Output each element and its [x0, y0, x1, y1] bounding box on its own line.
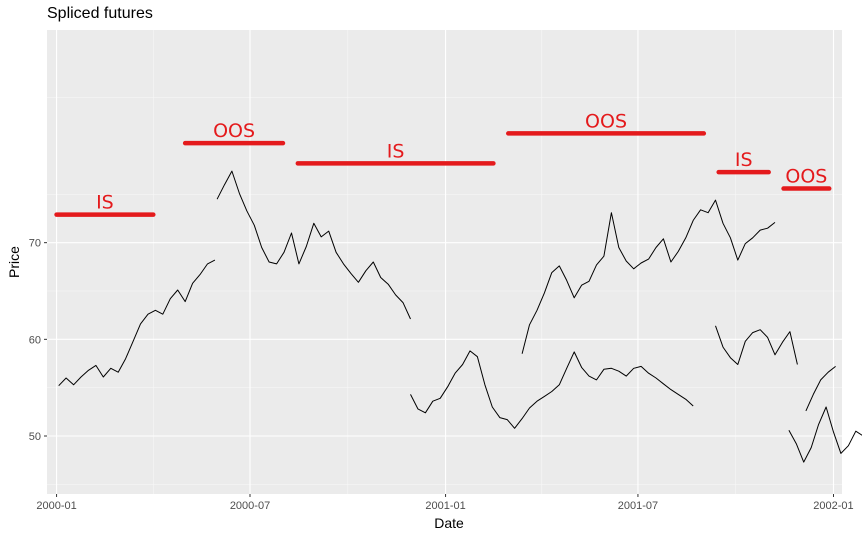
series-line-segment: [788, 406, 862, 463]
x-tick-label: 2002-01: [813, 500, 853, 512]
series-line-segment: [521, 199, 776, 354]
chart-title: Spliced futures: [47, 5, 153, 22]
y-tick-label: 50: [29, 431, 41, 443]
is-oos-annotations: IS OOS IS OOS IS OOS: [54, 110, 832, 217]
minor-gridlines: [47, 30, 842, 494]
annotation-label: IS: [387, 140, 405, 162]
x-axis-title: Date: [434, 515, 464, 531]
series-line-segment: [216, 170, 411, 320]
series-line-segment: [58, 259, 216, 387]
annotation-label: OOS: [213, 120, 255, 142]
series-line-segment: [715, 325, 798, 365]
plot-panel: [47, 30, 842, 494]
series-line-segment: [805, 366, 836, 412]
y-axis-title: Price: [6, 246, 22, 278]
y-tick-label: 60: [29, 334, 41, 346]
x-axis: 2000-01 2000-07 2001-01 2001-07 2002-01: [36, 494, 854, 512]
y-tick-label: 70: [29, 238, 41, 250]
x-tick-label: 2000-07: [230, 500, 270, 512]
x-tick-label: 2000-01: [36, 500, 76, 512]
major-gridlines: [47, 30, 842, 494]
x-tick-label: 2001-01: [425, 500, 465, 512]
annotation-label: OOS: [585, 110, 627, 132]
annotation-label: IS: [735, 149, 753, 171]
x-tick-label: 2001-07: [618, 500, 658, 512]
price-series: [58, 170, 862, 463]
y-axis: 50 60 70: [29, 238, 47, 443]
series-line-segment: [410, 350, 694, 429]
annotation-label: IS: [96, 192, 114, 214]
annotation-label: OOS: [785, 166, 827, 188]
